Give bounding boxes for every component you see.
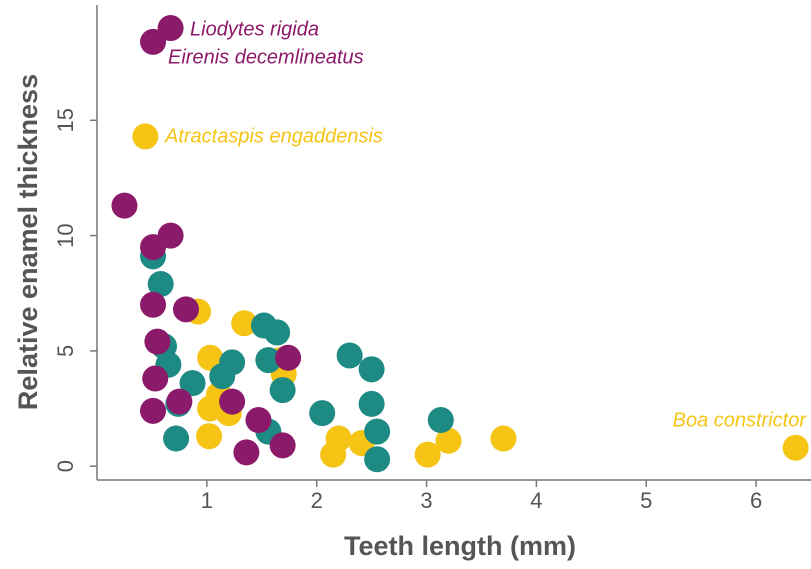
y-tick-label: 0 [53, 460, 78, 472]
x-tick-label: 3 [420, 488, 432, 513]
point [358, 390, 385, 417]
point [336, 342, 363, 369]
y-tick-label: 10 [53, 223, 78, 247]
point [233, 439, 260, 466]
point [111, 192, 138, 219]
point [782, 434, 809, 461]
point [144, 328, 171, 355]
y-tick-label: 15 [53, 108, 78, 132]
annotation: Liodytes rigida [190, 18, 319, 40]
point [231, 310, 258, 337]
annotation: Atractaspis engaddensis [164, 125, 383, 147]
y-axis-title: Relative enamel thickness [13, 74, 43, 410]
point [255, 347, 282, 374]
x-tick-label: 5 [640, 488, 652, 513]
point [172, 296, 199, 323]
point [142, 365, 169, 392]
point [140, 234, 167, 261]
point [435, 427, 462, 454]
x-tick-label: 4 [530, 488, 542, 513]
x-tick-label: 6 [750, 488, 762, 513]
annotation: Boa constrictor [673, 409, 808, 431]
point [364, 418, 391, 445]
point [358, 356, 385, 383]
point [179, 370, 206, 397]
point [269, 432, 296, 459]
point [320, 441, 347, 468]
point [490, 425, 517, 452]
point [157, 15, 184, 42]
point [219, 388, 246, 415]
point [364, 446, 391, 473]
point [140, 28, 167, 55]
annotation: Eirenis decemlineatus [168, 46, 364, 68]
point [414, 441, 441, 468]
point [275, 344, 302, 371]
point [140, 291, 167, 318]
point [196, 423, 223, 450]
point [132, 123, 159, 150]
point [140, 397, 167, 424]
point [269, 377, 296, 404]
point [166, 388, 193, 415]
point [219, 349, 246, 376]
y-tick-label: 5 [53, 345, 78, 357]
point [427, 407, 454, 434]
point [309, 400, 336, 427]
x-tick-label: 2 [311, 488, 323, 513]
point [147, 271, 174, 298]
point [163, 425, 190, 452]
point [264, 319, 291, 346]
x-tick-label: 1 [201, 488, 213, 513]
point [197, 344, 224, 371]
point [245, 407, 272, 434]
x-axis-title: Teeth length (mm) [344, 531, 576, 561]
